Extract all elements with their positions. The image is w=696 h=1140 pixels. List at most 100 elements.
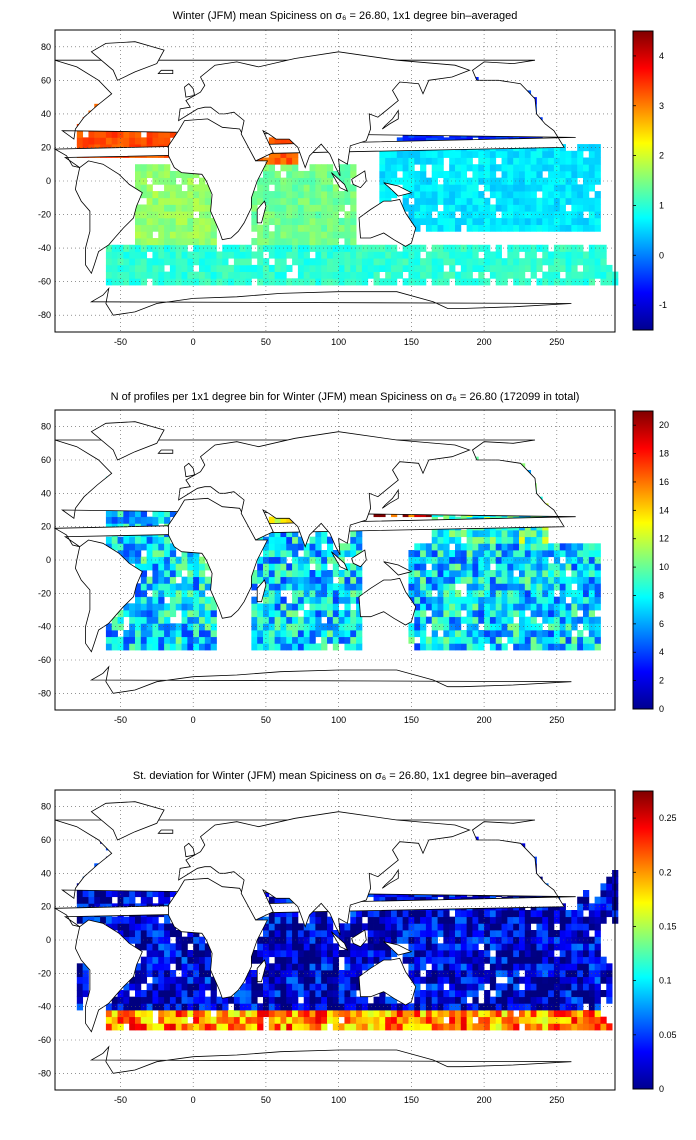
data-cell	[577, 244, 584, 252]
data-cell	[455, 916, 462, 924]
data-cell	[606, 264, 613, 272]
data-cell	[297, 271, 305, 279]
data-cell	[350, 576, 357, 584]
data-cell	[309, 590, 316, 598]
data-cell	[350, 910, 357, 918]
data-cell	[175, 983, 182, 991]
data-cell	[519, 278, 526, 286]
y-tick-label: -80	[38, 688, 51, 698]
data-cell	[489, 963, 497, 971]
data-cell	[303, 950, 310, 958]
data-cell	[437, 990, 444, 998]
data-cell	[251, 1023, 258, 1031]
data-cell	[524, 603, 532, 611]
data-cell	[193, 996, 200, 1004]
data-cell	[268, 910, 276, 918]
data-cell	[559, 956, 566, 964]
data-cell	[472, 184, 479, 192]
data-cell	[594, 170, 601, 179]
data-cell	[385, 244, 392, 252]
data-cell	[466, 576, 473, 584]
data-cell	[140, 916, 148, 924]
data-cell	[111, 1010, 118, 1018]
data-cell	[105, 916, 113, 924]
data-cell	[338, 224, 345, 232]
colorbar-tick-label: 18	[659, 449, 669, 459]
data-cell	[292, 643, 299, 651]
data-cell	[495, 583, 502, 591]
data-cell	[193, 956, 200, 964]
data-cell	[600, 990, 607, 998]
data-cell	[565, 930, 572, 938]
data-cell	[286, 930, 293, 938]
data-cell	[158, 556, 165, 564]
data-cell	[164, 616, 171, 624]
data-cell	[571, 244, 578, 252]
x-tick-label: -50	[114, 1095, 127, 1105]
data-cell	[507, 211, 514, 219]
data-cell	[105, 636, 113, 644]
data-cell	[501, 576, 508, 584]
data-cell	[466, 610, 473, 618]
data-cell	[135, 217, 142, 226]
data-cell	[199, 238, 206, 246]
data-cell	[129, 930, 136, 938]
data-cell	[164, 583, 171, 591]
data-cell	[309, 197, 316, 205]
data-cell	[571, 996, 578, 1004]
data-cell	[111, 137, 118, 145]
data-cell	[210, 258, 217, 266]
data-cell	[280, 583, 287, 591]
data-cell	[507, 590, 514, 598]
data-cell	[187, 610, 194, 618]
data-cell	[158, 170, 165, 179]
data-cell	[280, 264, 287, 272]
data-cell	[565, 610, 572, 618]
data-cell	[286, 536, 293, 544]
data-cell	[117, 610, 124, 618]
data-cell	[152, 983, 159, 991]
data-cell	[553, 636, 561, 644]
data-cell	[594, 251, 601, 259]
data-cell	[431, 636, 438, 644]
data-cell	[344, 923, 351, 931]
data-cell	[420, 990, 427, 998]
data-cell	[437, 164, 444, 172]
data-cell	[280, 164, 287, 172]
data-cell	[489, 943, 497, 951]
data-cell	[315, 164, 322, 172]
data-cell	[460, 530, 468, 538]
data-cell	[321, 943, 328, 951]
data-cell	[501, 543, 508, 551]
data-cell	[315, 916, 322, 924]
data-cell	[524, 583, 532, 591]
data-cell	[495, 224, 502, 232]
data-cell	[292, 224, 299, 232]
data-cell	[513, 910, 520, 918]
data-cell	[559, 258, 566, 266]
y-tick-label: -60	[38, 655, 51, 665]
data-cell	[280, 516, 287, 524]
data-cell	[193, 970, 200, 978]
data-cell	[437, 258, 444, 266]
data-cell	[495, 570, 502, 578]
data-cell	[489, 1010, 497, 1018]
data-cell	[82, 137, 89, 145]
data-cell	[548, 636, 555, 644]
data-cell	[315, 610, 322, 618]
data-cell	[484, 603, 491, 611]
data-cell	[280, 983, 287, 991]
data-cell	[164, 890, 171, 898]
data-cell	[164, 271, 171, 279]
data-cell	[373, 896, 380, 904]
data-cell	[216, 258, 223, 266]
data-cell	[204, 630, 212, 638]
data-cell	[530, 576, 537, 584]
data-cell	[82, 144, 89, 152]
data-cell	[297, 244, 305, 252]
data-cell	[455, 936, 462, 944]
data-cell	[513, 1023, 520, 1031]
data-cell	[146, 583, 153, 591]
data-cell	[583, 930, 590, 938]
data-cell	[524, 191, 532, 199]
